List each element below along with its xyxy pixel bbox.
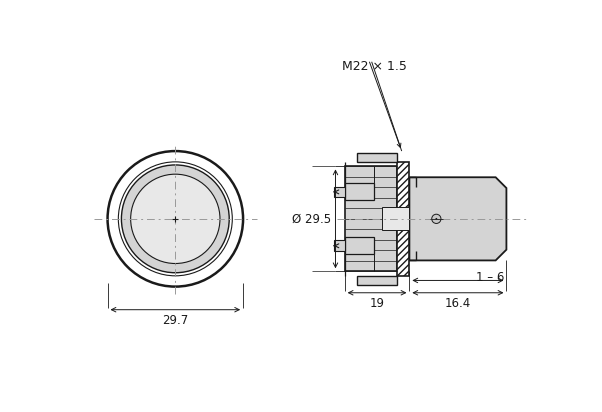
Text: 16.4: 16.4 (445, 297, 471, 309)
Polygon shape (409, 177, 506, 260)
Text: 29.7: 29.7 (162, 314, 188, 327)
Bar (345, 166, 397, 271)
Bar (357, 152, 397, 162)
Bar (345, 237, 374, 254)
Bar (345, 183, 374, 200)
Circle shape (435, 218, 437, 220)
Text: 1 – 6: 1 – 6 (477, 271, 505, 284)
Bar (334, 240, 345, 251)
Bar (334, 187, 345, 197)
Text: 19: 19 (370, 297, 385, 309)
Bar (382, 207, 409, 230)
Circle shape (122, 165, 229, 273)
Text: M22 × 1.5: M22 × 1.5 (343, 60, 408, 73)
Bar (357, 276, 397, 285)
Circle shape (432, 214, 441, 223)
Circle shape (131, 174, 220, 264)
Bar (397, 162, 409, 276)
Text: Ø 29.5: Ø 29.5 (293, 212, 332, 225)
